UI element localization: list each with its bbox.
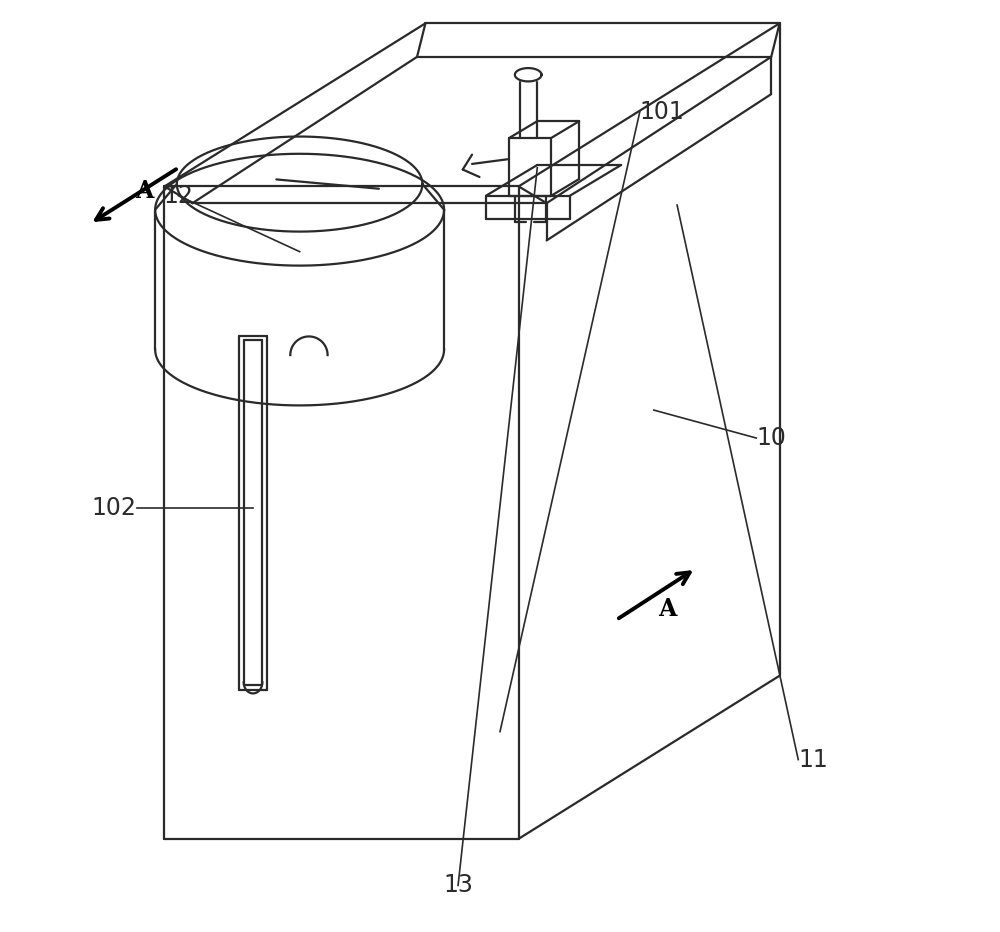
Text: 12: 12 (164, 184, 193, 208)
Text: 13: 13 (443, 873, 473, 898)
Text: 101: 101 (640, 100, 685, 124)
Text: A: A (659, 596, 677, 621)
Text: 102: 102 (92, 496, 137, 520)
Text: 11: 11 (798, 747, 828, 772)
Text: 10: 10 (756, 426, 786, 450)
Text: A: A (135, 179, 153, 203)
